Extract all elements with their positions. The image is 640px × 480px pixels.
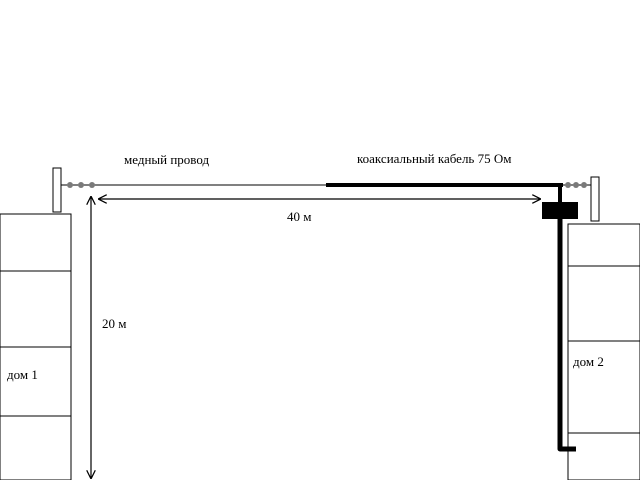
insulator	[78, 182, 84, 188]
insulator	[581, 182, 587, 188]
insulator	[565, 182, 571, 188]
right-mast	[590, 176, 600, 222]
house-2	[567, 223, 640, 480]
coax-cable-vertical	[557, 219, 576, 452]
distance-label: 40 м	[287, 209, 312, 224]
house-1	[0, 213, 72, 480]
insulator	[89, 182, 95, 188]
house-1-label: дом 1	[7, 367, 38, 382]
insulator	[573, 182, 579, 188]
copper-wire-label: медный провод	[124, 152, 210, 167]
insulator	[67, 182, 73, 188]
junction-box	[542, 202, 578, 219]
house-2-label: дом 2	[573, 354, 604, 369]
right-insulator-chain	[563, 182, 591, 188]
height-label: 20 м	[102, 316, 127, 331]
coax-cable-label: коаксиальный кабель 75 Ом	[357, 151, 512, 166]
left-mast	[52, 167, 62, 213]
left-insulator-chain	[61, 182, 95, 188]
